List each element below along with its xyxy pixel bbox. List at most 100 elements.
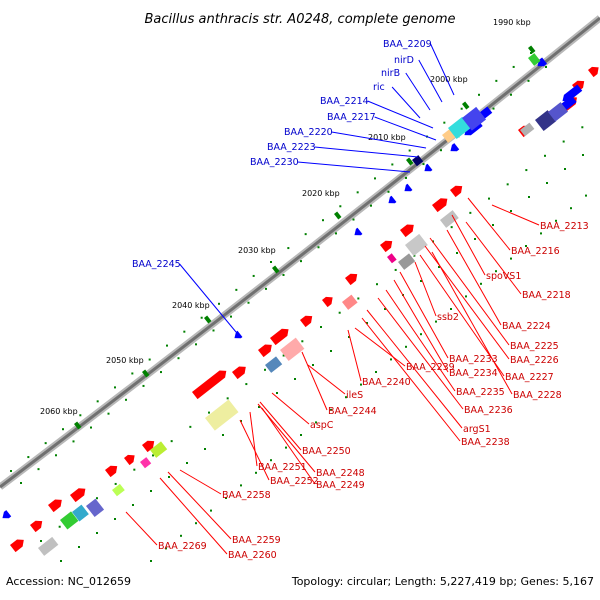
plus-gene-leader-line	[361, 317, 461, 442]
plus-gene-label: BAA_2249	[316, 480, 365, 491]
feature-layer	[2, 53, 599, 556]
ruler-dot	[131, 372, 134, 375]
plus-gene-label: BAA_2233	[449, 354, 498, 365]
ruler-dot	[114, 518, 116, 520]
plus-gene-leader-line	[159, 477, 228, 555]
kbp-tick-mark	[74, 421, 82, 430]
plus-strand-gene-arrow	[345, 273, 358, 286]
ruler-dot	[335, 232, 337, 235]
ruler-dot	[96, 400, 99, 403]
ruler-dot	[317, 246, 320, 249]
ruler-dot	[562, 140, 565, 143]
ruler-dot	[384, 308, 386, 310]
ruler-dot	[540, 232, 542, 235]
ruler-dot	[528, 196, 530, 198]
ruler-dot	[366, 322, 368, 324]
ruler-dot	[525, 169, 528, 172]
ruler-dot	[107, 412, 110, 415]
operon-feature-block	[520, 122, 535, 137]
kbp-tick-mark	[204, 315, 212, 324]
ruler-dot	[226, 397, 229, 400]
minus-gene-label: nirD	[394, 55, 414, 66]
ruler-dot	[186, 462, 188, 464]
minus-gene-leader-line	[374, 116, 437, 141]
ruler-dot	[360, 383, 362, 386]
ruler-dot	[265, 287, 267, 290]
operon-feature-block	[440, 210, 459, 228]
ruler-dot	[322, 219, 324, 222]
ruler-dot	[510, 257, 512, 260]
plus-gene-label: spoVS1	[486, 271, 521, 282]
kbp-tick-label: 2040 kbp	[172, 301, 210, 310]
ruler-dot	[165, 547, 167, 550]
ruler-dot	[469, 211, 472, 214]
label-layer: BAA_2209 nirD nirB ric BAA_2214 BAA_2217 BAA_2…	[132, 39, 589, 561]
ruler-dot	[585, 194, 587, 197]
ruler-dot	[374, 177, 376, 180]
plus-gene-label: BAA_2269	[158, 541, 207, 552]
ruler-dot	[435, 320, 437, 323]
kbp-tick-label: 2000 kbp	[430, 75, 468, 84]
ruler-dot	[330, 408, 332, 411]
ruler-dot	[37, 468, 40, 471]
plus-gene-label: ssb2	[437, 312, 459, 323]
ruler-dot	[200, 316, 203, 319]
plus-strand-gene-arrow	[70, 488, 86, 503]
plus-gene-leader-line	[399, 271, 449, 359]
minus-gene-label: BAA_2209	[383, 39, 432, 50]
ruler-dot	[62, 428, 64, 431]
plus-gene-label: BAA_2259	[232, 535, 281, 546]
minus-gene-label: BAA_2223	[267, 142, 316, 153]
ruler-dot	[195, 343, 197, 346]
ruler-dot	[114, 386, 116, 389]
plus-gene-label: BAA_2224	[502, 321, 551, 332]
ruler-dot	[352, 218, 355, 221]
kbp-tick-label: 2020 kbp	[302, 189, 340, 198]
ruler-dot	[582, 154, 584, 156]
ruler-dot	[152, 454, 154, 457]
plus-gene-label: BAA_2251	[258, 462, 307, 473]
plus-gene-leader-line	[491, 204, 540, 226]
ruler-dot	[512, 65, 515, 68]
operon-feature-block	[72, 504, 89, 522]
plus-gene-label: BAA_2213	[540, 221, 589, 232]
minus-gene-leader-line	[418, 59, 443, 103]
plus-gene-leader-line	[307, 364, 346, 395]
plus-strand-gene-arrow	[124, 454, 135, 466]
plus-gene-leader-line	[414, 261, 437, 317]
ruler-dot	[287, 247, 290, 250]
minus-strand-gene-arrow	[234, 330, 243, 339]
minus-strand-gene-arrow	[537, 57, 548, 67]
operon-feature-block	[86, 498, 105, 518]
ruler-dot	[72, 440, 75, 443]
ruler-dot	[10, 470, 12, 472]
plus-strand-gene-arrow	[30, 520, 43, 533]
ruler-dot	[285, 446, 287, 449]
plus-gene-leader-line	[271, 392, 310, 425]
plus-strand-gene-arrow	[48, 499, 62, 513]
ruler-dot	[282, 354, 285, 357]
minus-strand-gene-arrow	[2, 510, 12, 519]
ruler-dot	[530, 52, 532, 54]
plus-strand-gene-arrow	[105, 465, 118, 478]
plus-gene-leader-line	[249, 411, 258, 467]
ruler-dot	[527, 79, 530, 82]
ruler-dot	[474, 238, 476, 240]
ruler-dot	[391, 163, 394, 166]
ruler-dot	[55, 454, 57, 457]
plus-gene-leader-line	[354, 327, 406, 367]
kbp-tick-mark	[272, 265, 280, 274]
ruler-dot	[247, 301, 250, 304]
map-title: Bacillus anthracis str. A0248, complete …	[144, 12, 455, 27]
ruler-dot	[510, 93, 512, 96]
ruler-dot	[312, 364, 314, 366]
ruler-dot	[218, 302, 220, 305]
operon-feature-block	[398, 253, 416, 270]
ruler-dot	[270, 459, 272, 462]
ruler-dot	[495, 270, 497, 273]
plus-gene-leader-line	[451, 214, 486, 276]
minus-gene-leader-line	[430, 43, 455, 96]
ruler-dot	[357, 297, 360, 300]
kbp-tick-label: 2060 kbp	[40, 407, 78, 416]
